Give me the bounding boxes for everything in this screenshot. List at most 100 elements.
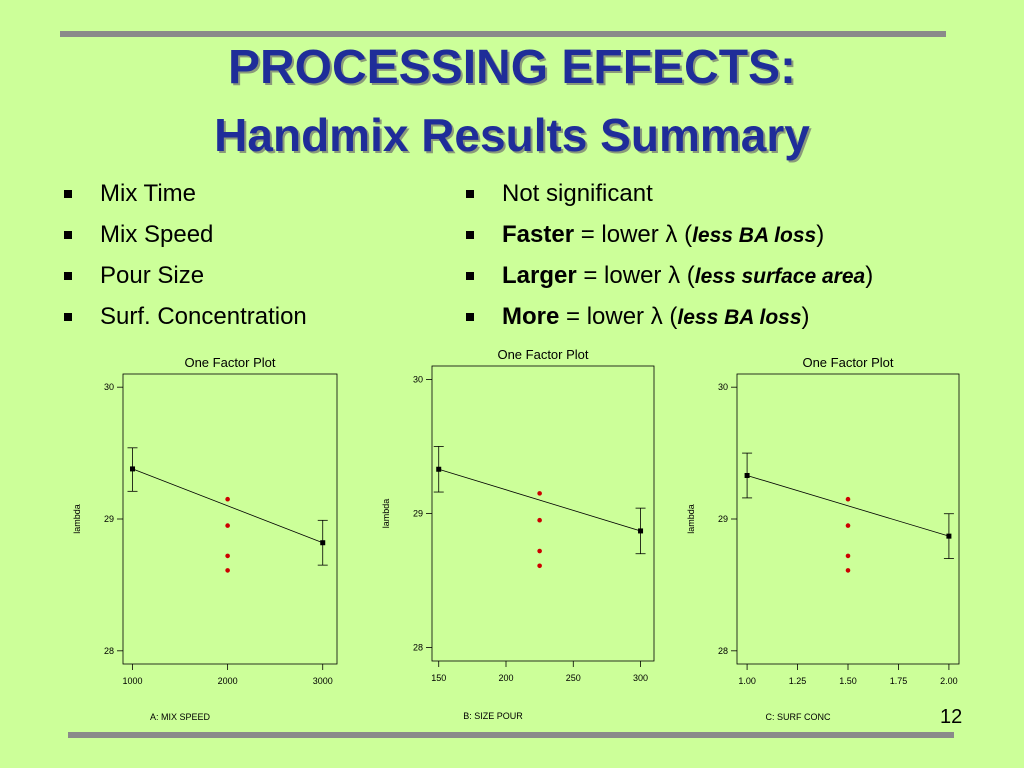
bullet-square-icon <box>64 190 72 198</box>
bullet-square-icon <box>466 231 474 239</box>
center-point <box>537 563 542 569</box>
size-pour-plot-svg: One Factor Plot 28 29 30 150 200 250 300 lambda B… <box>381 347 655 721</box>
factor-list: Mix Time Mix Speed Pour Size Surf. Conce… <box>62 180 307 344</box>
effect-paren: ) <box>801 303 810 330</box>
effect-paren: ) <box>865 262 874 289</box>
center-point <box>225 553 230 559</box>
x-tick-label: 1.25 <box>789 676 807 686</box>
y-tick-label: 28 <box>718 646 728 656</box>
center-point <box>225 568 230 573</box>
effect-text: = lower λ <box>574 221 685 248</box>
top-rule <box>60 31 946 37</box>
effect-keyword: Faster <box>502 221 575 248</box>
y-tick-label: 28 <box>104 646 114 656</box>
x-tick-label: 1.50 <box>839 676 857 686</box>
surf-conc-plot: One Factor Plot 28 29 30 1.00 1.25 1.50 1.75 2.0… <box>684 350 974 730</box>
effect-line <box>746 475 950 537</box>
x-axis-label: A: MIX SPEED <box>150 712 211 722</box>
effect-paren: ) <box>816 221 825 248</box>
data-point <box>638 528 644 534</box>
center-point <box>537 491 542 496</box>
plot-frame <box>122 373 338 665</box>
y-tick-label: 28 <box>413 643 423 653</box>
data-point <box>320 540 326 546</box>
y-axis-label: lambda <box>686 504 696 534</box>
factor-label: Mix Speed <box>100 221 214 248</box>
factor-item: Mix Time <box>62 180 307 221</box>
effect-note: less surface area <box>694 265 866 288</box>
factor-label: Pour Size <box>100 262 205 289</box>
x-tick-label: 1000 <box>122 676 142 686</box>
center-point <box>845 568 851 573</box>
effect-keyword: More <box>502 303 560 330</box>
y-axis-label: lambda <box>381 499 391 529</box>
center-point <box>225 496 230 502</box>
y-tick-label: 30 <box>413 374 423 384</box>
x-tick-label: 1.75 <box>890 676 908 686</box>
center-point <box>537 548 542 554</box>
factor-item: Surf. Concentration <box>62 303 307 344</box>
effect-text: = lower λ <box>576 262 687 289</box>
page-number: 12 <box>940 706 963 728</box>
chart-title: One Factor Plot <box>802 355 893 370</box>
effect-paren: ( <box>686 262 695 289</box>
x-axis-label: C: SURF CONC <box>766 712 832 722</box>
chart-title: One Factor Plot <box>497 347 588 362</box>
plot-frame <box>736 373 960 665</box>
surf-conc-plot-svg: One Factor Plot 28 29 30 1.00 1.25 1.50 1.75 2.0… <box>686 355 960 722</box>
effect-item: More = lower λ (less BA loss) <box>464 303 873 344</box>
data-point <box>130 466 136 472</box>
effect-note: less BA loss <box>677 306 802 329</box>
data-point <box>744 473 750 478</box>
y-axis-label: lambda <box>72 504 82 534</box>
x-tick-label: 200 <box>498 673 513 683</box>
data-point <box>946 533 952 539</box>
effect-paren: ( <box>684 221 693 248</box>
center-point <box>845 496 851 502</box>
center-point <box>537 517 542 523</box>
effect-note: less BA loss <box>692 224 817 247</box>
effect-text: Not significant <box>502 180 653 207</box>
bottom-rule <box>68 732 954 738</box>
factor-label: Surf. Concentration <box>100 303 307 330</box>
x-tick-label: 3000 <box>313 676 333 686</box>
bullet-square-icon <box>64 231 72 239</box>
factor-item: Mix Speed <box>62 221 307 262</box>
effect-keyword: Larger <box>502 262 577 289</box>
x-tick-label: 300 <box>633 673 648 683</box>
x-tick-label: 2.00 <box>940 676 958 686</box>
y-tick-label: 29 <box>718 514 728 524</box>
x-tick-label: 1.00 <box>738 676 756 686</box>
effect-item: Larger = lower λ (less surface area) <box>464 262 873 303</box>
size-pour-plot: One Factor Plot 28 29 30 150 200 250 300 lambda B… <box>381 343 674 728</box>
x-tick-label: 150 <box>431 673 446 683</box>
mix-speed-plot: One Factor Plot 28 29 30 1000 2000 3000 lambda A… <box>70 350 360 730</box>
center-point <box>845 553 851 559</box>
x-tick-label: 250 <box>566 673 581 683</box>
slide-title: PROCESSING EFFECTS: <box>227 41 797 94</box>
bullet-square-icon <box>466 313 474 321</box>
x-axis-label: B: SIZE POUR <box>463 711 523 721</box>
mix-speed-plot-svg: One Factor Plot 28 29 30 1000 2000 3000 lambda A… <box>72 355 338 722</box>
bullet-square-icon <box>466 272 474 280</box>
chart-title: One Factor Plot <box>184 355 275 370</box>
plot-frame <box>431 365 655 662</box>
center-point <box>225 523 230 528</box>
effect-line <box>438 468 641 532</box>
bullet-square-icon <box>64 313 72 321</box>
bullet-square-icon <box>64 272 72 280</box>
x-tick-label: 2000 <box>218 676 238 686</box>
y-tick-label: 29 <box>413 509 423 519</box>
effect-list: Not significant Faster = lower λ (less B… <box>464 180 873 344</box>
bullet-square-icon <box>466 190 474 198</box>
effect-paren: ( <box>669 303 678 330</box>
center-point <box>845 523 851 528</box>
slide-subtitle: Handmix Results Summary <box>214 109 810 161</box>
y-tick-label: 30 <box>104 382 114 392</box>
data-point <box>436 466 442 472</box>
effect-item: Faster = lower λ (less BA loss) <box>464 221 873 262</box>
y-tick-label: 30 <box>718 382 728 392</box>
effect-line <box>132 468 323 544</box>
effect-text: = lower λ <box>559 303 670 330</box>
factor-label: Mix Time <box>100 180 196 207</box>
